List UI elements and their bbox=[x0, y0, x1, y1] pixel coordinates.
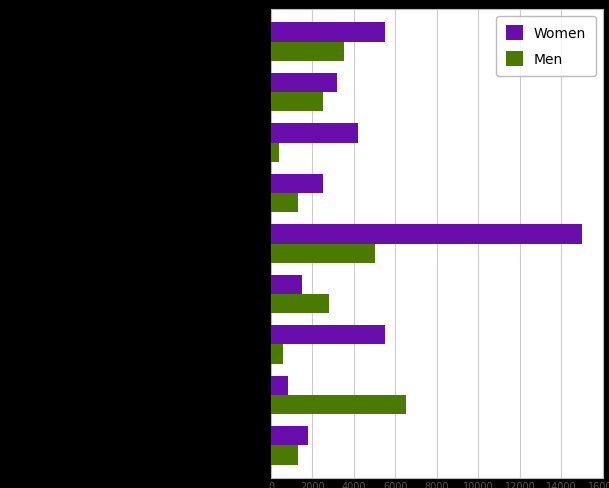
Bar bbox=[271, 376, 287, 395]
Bar bbox=[271, 427, 308, 446]
Bar bbox=[271, 446, 298, 465]
Bar bbox=[271, 93, 323, 112]
Bar bbox=[271, 275, 302, 294]
Bar bbox=[271, 143, 280, 163]
Legend: Women, Men: Women, Men bbox=[496, 17, 596, 77]
Bar bbox=[271, 74, 337, 93]
Bar bbox=[271, 225, 582, 244]
Bar bbox=[271, 23, 385, 42]
Bar bbox=[271, 124, 358, 143]
Bar bbox=[271, 294, 329, 313]
Bar bbox=[271, 244, 375, 263]
Bar bbox=[271, 175, 323, 194]
Bar bbox=[271, 395, 406, 414]
Bar bbox=[271, 194, 298, 213]
Bar bbox=[271, 345, 283, 364]
Bar bbox=[271, 42, 343, 61]
Bar bbox=[271, 325, 385, 345]
